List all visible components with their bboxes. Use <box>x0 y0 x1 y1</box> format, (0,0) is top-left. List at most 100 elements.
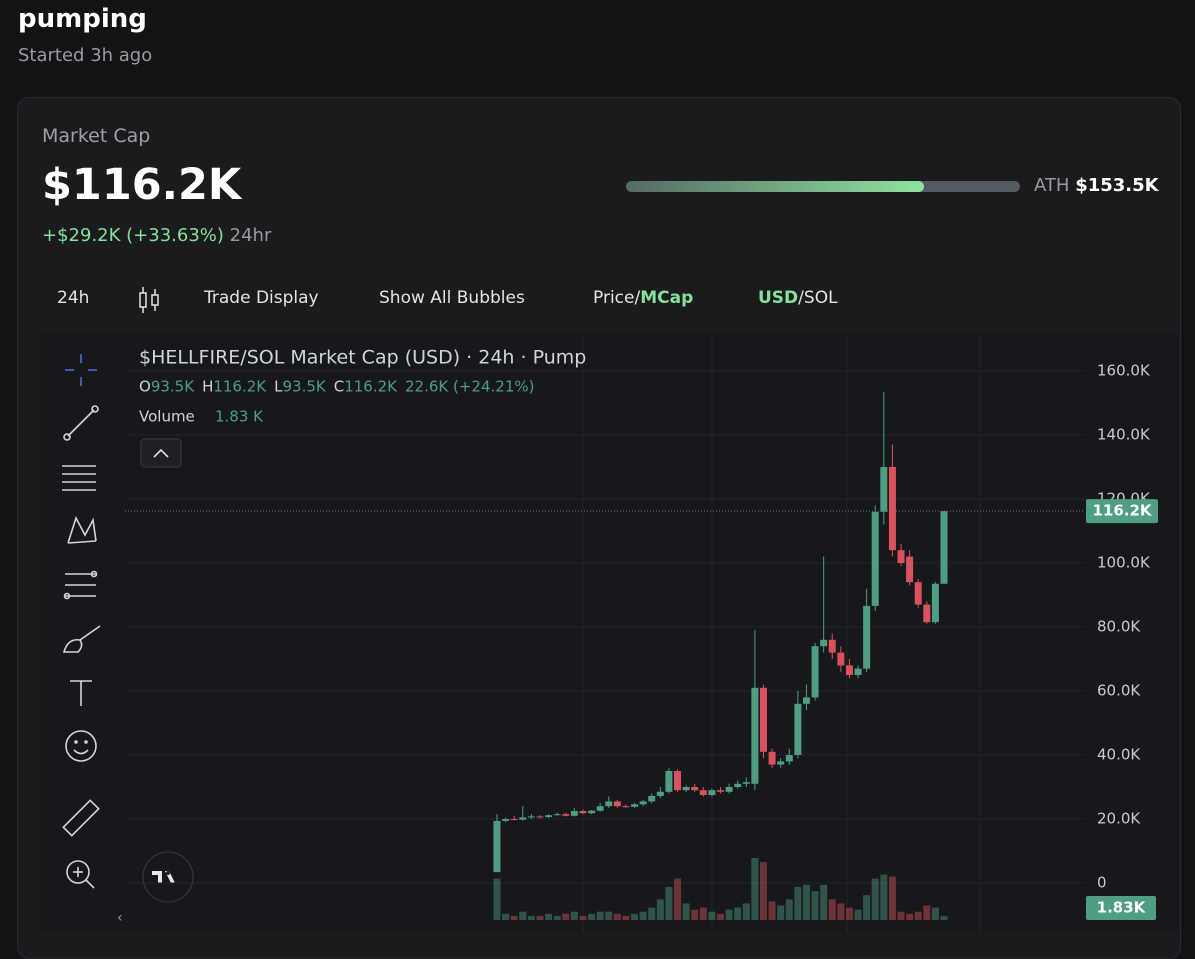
volume-bar <box>613 913 621 920</box>
line-tool[interactable] <box>63 405 99 441</box>
candle-body <box>562 814 570 816</box>
volume-bar <box>510 915 518 920</box>
volume-bar <box>794 886 802 920</box>
crosshair-tool[interactable] <box>65 354 97 386</box>
candle-body <box>588 810 596 814</box>
candle-body <box>751 687 759 784</box>
interval-button[interactable]: 24h <box>57 288 90 308</box>
volume-badge-bg <box>1086 896 1156 920</box>
volume-bar <box>691 909 699 920</box>
chart-bg <box>40 333 1179 933</box>
pattern-tool[interactable] <box>67 515 97 544</box>
volume-bar <box>906 913 914 920</box>
volume-bar <box>493 878 501 920</box>
ath-row: ATH $153.5K <box>1034 175 1159 196</box>
candle-body <box>820 639 828 647</box>
volume-bar <box>656 899 664 920</box>
ohlc-value: 116.2K <box>213 378 267 396</box>
volume-bar <box>725 909 733 920</box>
candle-body <box>828 639 836 653</box>
ohlc-legend: O 93.5K H 116.2K L 93.5K C 116.2K 22.6K (+24.21%… <box>139 378 534 396</box>
ohlc-key: O <box>139 378 151 396</box>
volume-bar <box>931 907 939 920</box>
price-badge-bg <box>1086 499 1158 524</box>
bubbles-button[interactable]: Show All Bubbles <box>379 288 525 308</box>
chart: ‹ $HELLFIRE/SOL Market Cap (USD) · 24h ·… <box>40 333 1179 933</box>
volume-bar <box>888 876 896 920</box>
volume-bar <box>742 903 750 920</box>
zoom-tool[interactable] <box>66 860 95 889</box>
subtitle: Started 3h ago <box>18 45 153 66</box>
currency-toggle[interactable]: USD/SOL <box>758 288 838 308</box>
text-tool[interactable] <box>70 680 92 706</box>
ath-label: ATH <box>1034 175 1070 196</box>
volume-bar <box>923 905 931 920</box>
candle-body <box>845 665 853 675</box>
candle-body <box>622 806 630 808</box>
emoji-tool[interactable] <box>65 730 97 762</box>
volume-bar <box>502 913 510 920</box>
page-body: pumping Started 3h ago ‹ $HELLFIRE/SOL M… <box>17 4 1181 959</box>
page-title: pumping <box>18 4 147 34</box>
candle-body <box>674 771 682 791</box>
volume-bar <box>579 915 587 920</box>
volume-bar <box>674 878 682 920</box>
candle-body <box>665 771 673 792</box>
collapse-arrow[interactable]: ‹ <box>117 910 123 926</box>
candle-icon[interactable] <box>137 285 161 315</box>
candle-body <box>570 811 578 816</box>
chart-title: $HELLFIRE/SOL Market Cap (USD) · 24h · P… <box>139 347 586 369</box>
volume-bar <box>708 911 716 920</box>
volume-bar <box>811 891 819 920</box>
volume-bar <box>871 878 879 920</box>
y-tick-label: 20.0K <box>1097 810 1141 828</box>
brush-tool[interactable] <box>62 625 101 653</box>
volume-legend-value: 1.83 K <box>215 408 264 426</box>
candle-body <box>596 806 604 811</box>
volume-bar <box>570 911 578 920</box>
volume-badge: 1.83K <box>1097 899 1147 917</box>
candle-body <box>914 582 922 605</box>
toggle-option[interactable]: USD <box>758 288 799 308</box>
candle-body <box>742 782 750 784</box>
volume-bar <box>519 911 527 920</box>
candle-body <box>699 790 707 795</box>
tv-logo[interactable] <box>142 851 194 903</box>
ohlc-change: 22.6K (+24.21%) <box>405 378 534 396</box>
candle-body <box>923 604 931 623</box>
collapse-button[interactable] <box>140 438 182 468</box>
candle-body <box>811 646 819 698</box>
candle-body <box>510 819 518 820</box>
volume-bar <box>545 913 553 920</box>
candle-body <box>897 550 905 563</box>
volume-bar <box>837 903 845 920</box>
y-tick-label: 140.0K <box>1097 426 1151 444</box>
candle-body <box>682 787 690 791</box>
candle-body <box>648 795 656 802</box>
volume-bar <box>562 913 570 920</box>
ruler-tool[interactable] <box>62 799 100 837</box>
trade-display-button[interactable]: Trade Display <box>204 288 319 308</box>
toggle-option[interactable]: Price <box>593 288 635 308</box>
volume-bar <box>759 862 767 920</box>
price-toggle[interactable]: Price/MCap <box>593 288 693 308</box>
candle-body <box>768 751 776 765</box>
volume-bar <box>588 913 596 920</box>
candle-body <box>691 787 699 791</box>
volume-bar <box>820 884 828 920</box>
drawing-tools[interactable] <box>62 354 101 889</box>
volume-bar <box>940 916 948 920</box>
candle-body <box>717 790 724 792</box>
hlines-tool[interactable] <box>62 465 96 491</box>
candle-body <box>553 814 561 816</box>
y-tick-label: 40.0K <box>1097 746 1141 764</box>
ath-bar <box>626 181 1020 192</box>
page: pumping { "header": {"title": "pumping",… <box>17 4 1181 959</box>
toggle-option[interactable]: SOL <box>803 288 838 308</box>
volume-bar <box>845 907 853 920</box>
y-tick-label: 160.0K <box>1097 362 1151 380</box>
volume-bar <box>717 913 724 920</box>
toggle-option[interactable]: MCap <box>640 288 694 308</box>
fib-tool[interactable] <box>63 570 98 600</box>
candle-body <box>502 819 510 821</box>
